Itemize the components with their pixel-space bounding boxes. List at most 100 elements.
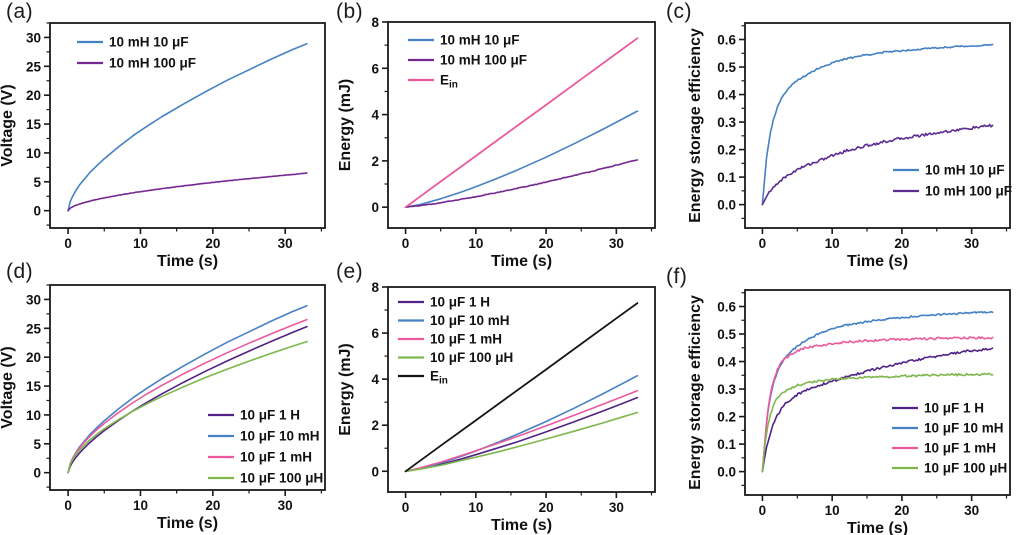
svg-text:Voltage (V): Voltage (V): [0, 84, 16, 166]
svg-text:8: 8: [371, 15, 379, 30]
svg-text:Voltage (V): Voltage (V): [0, 346, 16, 428]
svg-text:10 μF 100 μH: 10 μF 100 μH: [430, 350, 513, 365]
svg-text:30: 30: [609, 236, 624, 251]
panel-label-a: (a): [6, 0, 34, 23]
svg-text:25: 25: [26, 59, 42, 74]
svg-text:0.6: 0.6: [717, 300, 736, 315]
svg-text:10: 10: [133, 498, 148, 513]
panel-label-c: (c): [666, 0, 692, 23]
svg-text:Energy (mJ): Energy (mJ): [337, 79, 354, 171]
svg-text:0: 0: [402, 236, 410, 251]
svg-text:0: 0: [33, 204, 41, 219]
svg-text:Ein: Ein: [430, 369, 448, 387]
svg-text:Time (s): Time (s): [847, 520, 908, 535]
panel-label-f: (f): [666, 265, 688, 288]
panel-f: (f) 0 10 20 30 0.0 0.1 0.2 0.3 0.4 0.5 0.6 Time (s)…: [660, 255, 1024, 535]
svg-text:0.5: 0.5: [717, 60, 736, 75]
svg-text:10 μF 1 mH: 10 μF 1 mH: [430, 332, 502, 347]
svg-text:Time (s): Time (s): [491, 253, 552, 270]
svg-text:0: 0: [759, 236, 767, 251]
svg-text:10 μF 1 H: 10 μF 1 H: [924, 401, 984, 416]
panel-c: (c) 0 10 20 30 0.0 0.1 0.2 0.3 0.4 0.5 0.6 Time (s)…: [660, 0, 1024, 270]
svg-text:10 mH 10 μF: 10 mH 10 μF: [440, 33, 520, 48]
svg-text:20: 20: [205, 236, 220, 251]
panel-label-e: (e): [336, 260, 364, 283]
svg-text:Time (s): Time (s): [847, 253, 908, 270]
svg-text:10 μF 10 mH: 10 μF 10 mH: [924, 421, 1004, 436]
svg-text:10 mH 100 μF: 10 mH 100 μF: [925, 184, 1012, 199]
svg-text:10 mH 100 μF: 10 mH 100 μF: [109, 56, 196, 71]
svg-text:10: 10: [468, 236, 483, 251]
svg-text:0.4: 0.4: [717, 88, 736, 103]
svg-text:30: 30: [609, 500, 624, 515]
svg-text:0.1: 0.1: [717, 437, 736, 452]
svg-text:0: 0: [759, 503, 767, 518]
svg-text:10 μF 10 mH: 10 μF 10 mH: [240, 429, 320, 444]
svg-text:Time (s): Time (s): [157, 253, 218, 270]
svg-text:30: 30: [26, 30, 41, 45]
svg-text:10: 10: [825, 236, 840, 251]
svg-text:0.2: 0.2: [717, 143, 736, 158]
chart-f-canvas: 0 10 20 30 0.0 0.1 0.2 0.3 0.4 0.5 0.6 Time (s) Ener…: [687, 289, 1011, 535]
svg-text:30: 30: [964, 236, 979, 251]
svg-text:20: 20: [539, 236, 554, 251]
svg-text:0: 0: [64, 498, 72, 513]
svg-text:20: 20: [26, 350, 41, 365]
svg-text:15: 15: [26, 379, 42, 394]
svg-text:2: 2: [371, 154, 379, 169]
panel-label-b: (b): [336, 0, 364, 23]
svg-text:20: 20: [205, 498, 220, 513]
svg-text:20: 20: [26, 88, 41, 103]
svg-text:10 μF 1 mH: 10 μF 1 mH: [240, 450, 312, 465]
svg-text:Energy (mJ): Energy (mJ): [337, 343, 354, 435]
svg-text:0.2: 0.2: [717, 410, 736, 425]
svg-text:Energy storage efficiency: Energy storage efficiency: [687, 28, 704, 223]
svg-text:0: 0: [371, 200, 379, 215]
svg-text:10 μF 100 μH: 10 μF 100 μH: [924, 461, 1007, 476]
svg-text:0: 0: [371, 464, 379, 479]
svg-text:5: 5: [33, 175, 41, 190]
svg-text:30: 30: [278, 498, 293, 513]
panel-e: (e) 0 10 20 30 0 2 4 6 8 Time (s) Energy (mJ) 10 μF…: [330, 255, 660, 535]
svg-text:25: 25: [26, 321, 42, 336]
svg-text:0.5: 0.5: [717, 327, 736, 342]
svg-text:10 mH 10 μF: 10 mH 10 μF: [925, 163, 1005, 178]
svg-text:Ein: Ein: [440, 73, 458, 91]
chart-c-canvas: 0 10 20 30 0.0 0.1 0.2 0.3 0.4 0.5 0.6 Time (s) Ener…: [687, 22, 1012, 270]
svg-text:0.3: 0.3: [717, 382, 736, 397]
svg-text:10 μF 1 H: 10 μF 1 H: [430, 295, 490, 310]
svg-text:10: 10: [133, 236, 148, 251]
svg-text:10: 10: [26, 408, 41, 423]
svg-text:2: 2: [371, 418, 379, 433]
svg-text:5: 5: [33, 437, 41, 452]
svg-text:Time (s): Time (s): [491, 517, 552, 534]
svg-text:20: 20: [894, 236, 909, 251]
svg-text:0.1: 0.1: [717, 170, 736, 185]
chart-b-canvas: 0 10 20 30 0 2 4 6 8 Time (s) Energy (mJ) 10 mH 10 …: [337, 15, 656, 270]
panel-b: (b) 0 10 20 30 0 2 4 6 8 Time (s) Energy (mJ) 10 mH…: [330, 0, 660, 270]
svg-text:10 μF 1 mH: 10 μF 1 mH: [924, 441, 996, 456]
svg-text:8: 8: [371, 280, 379, 295]
svg-text:Energy storage efficiency: Energy storage efficiency: [687, 295, 704, 490]
panel-a: (a) 0 10 20 30 0 5 10 15 20 25 30 Time (s) Voltage (…: [0, 0, 330, 270]
svg-text:10 mH 100 μF: 10 mH 100 μF: [440, 53, 527, 68]
panel-label-d: (d): [6, 260, 34, 283]
svg-text:0: 0: [33, 466, 41, 481]
svg-text:4: 4: [371, 108, 379, 123]
svg-text:0.0: 0.0: [717, 198, 736, 213]
chart-a-canvas: 0 10 20 30 0 5 10 15 20 25 30 Time (s) Voltage (V) 10…: [0, 22, 326, 270]
svg-text:0.3: 0.3: [717, 115, 736, 130]
svg-text:Time (s): Time (s): [157, 515, 218, 532]
svg-text:30: 30: [964, 503, 979, 518]
svg-text:6: 6: [371, 326, 379, 341]
svg-text:20: 20: [539, 500, 554, 515]
svg-text:10 μF 100 μH: 10 μF 100 μH: [240, 471, 323, 486]
svg-text:10: 10: [468, 500, 483, 515]
svg-text:4: 4: [371, 372, 379, 387]
chart-d-canvas: 0 10 20 30 0 5 10 15 20 25 30 Time (s) Voltage (V) 10…: [0, 284, 326, 532]
svg-text:6: 6: [371, 61, 379, 76]
panel-d: (d) 0 10 20 30 0 5 10 15 20 25 30 Time (s) Voltage (…: [0, 255, 330, 535]
svg-text:10 μF 1 H: 10 μF 1 H: [240, 408, 300, 423]
svg-text:15: 15: [26, 117, 42, 132]
